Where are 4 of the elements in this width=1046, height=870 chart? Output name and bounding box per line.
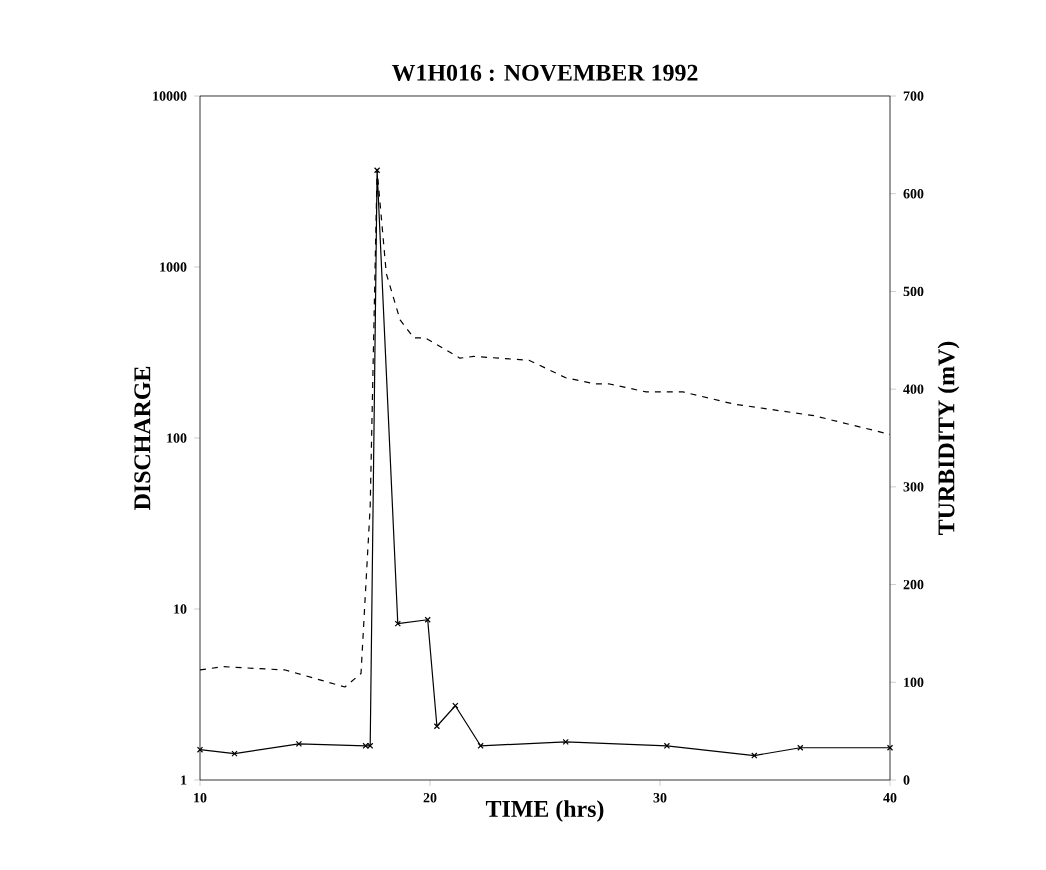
x-axis-title: TIME (hrs): [485, 800, 604, 822]
y2-axis-title: TURBIDITY (mV): [937, 341, 960, 535]
y-axis-title: DISCHARGE: [134, 366, 151, 510]
chart-title: W1H016 : NOVEMBER 1992: [391, 64, 698, 81]
